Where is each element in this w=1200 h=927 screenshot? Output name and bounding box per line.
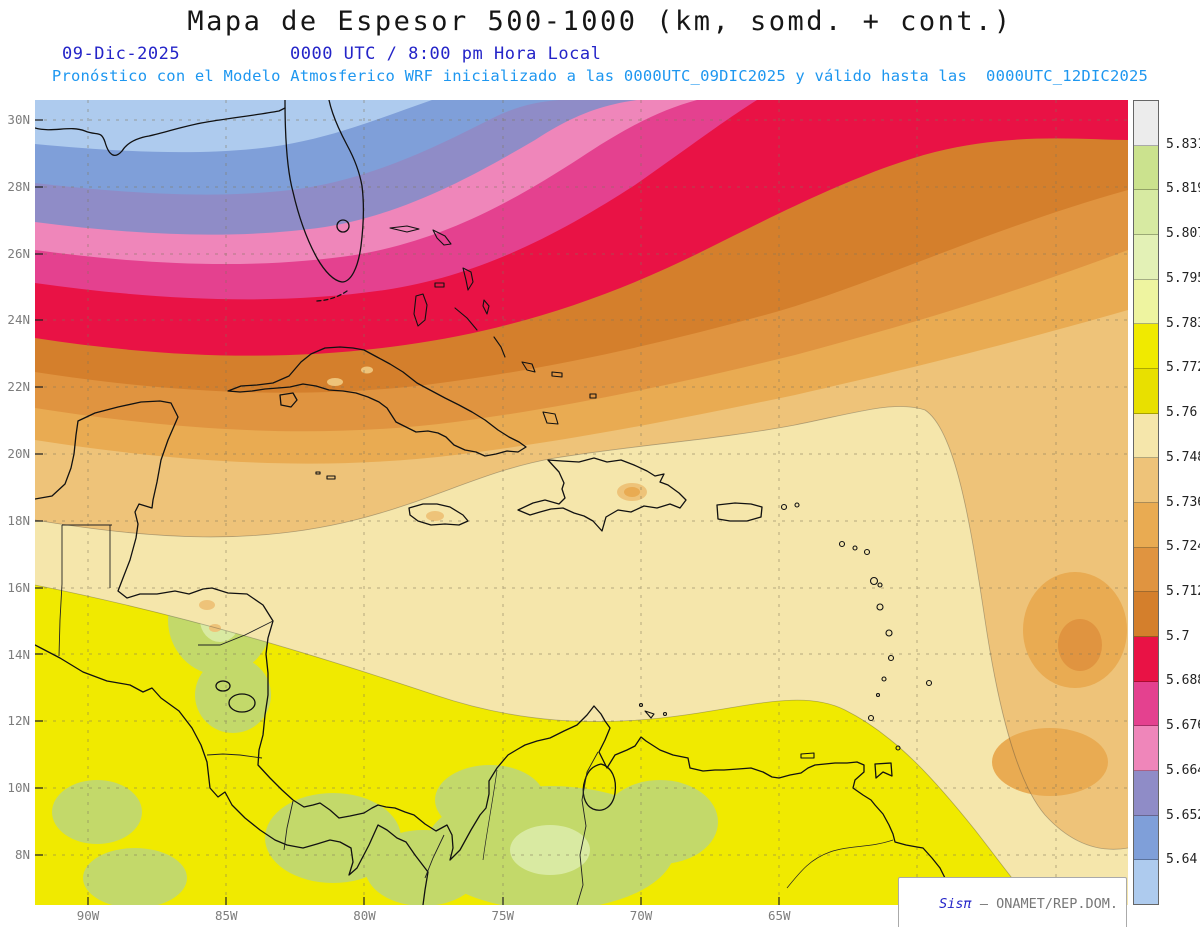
lat-label: 10N: [7, 780, 30, 796]
colorbar-segment: [1134, 815, 1158, 861]
colorbar-value: 5.772: [1166, 360, 1200, 376]
lat-label: 26N: [7, 245, 30, 261]
contour-lines: [35, 406, 1128, 905]
colorbar-segment: [1134, 547, 1158, 593]
colorbar-value: 5.664: [1166, 762, 1200, 778]
colorbar-value: 5.807: [1166, 226, 1200, 242]
lat-label: 28N: [7, 178, 30, 194]
colorbar-segment: [1134, 235, 1158, 280]
colorbar-value: 5.831: [1166, 136, 1200, 152]
cuba-coast: [227, 346, 527, 457]
orinoco-river: [786, 839, 894, 889]
colorbar-segment: [1134, 726, 1158, 772]
contour-bands: [35, 100, 1128, 905]
lon-label: 65W: [767, 908, 791, 923]
colorbar-segment: [1134, 637, 1158, 682]
lat-label: 30N: [7, 112, 30, 127]
axis-ticks: [35, 119, 1057, 905]
lat-label: 8N: [14, 847, 30, 863]
lake-nicaragua: [228, 693, 256, 713]
colorbar-value: 5.724: [1166, 539, 1200, 555]
colorbar-segment: [1134, 145, 1158, 191]
lat-label: 18N: [7, 512, 30, 528]
panama-colombia-border: [424, 834, 445, 879]
colorbar-value: 5.712: [1166, 583, 1200, 599]
colorbar-value: 5.76: [1166, 405, 1198, 421]
colorbar-value: 5.64: [1166, 852, 1198, 868]
hispaniola-coast: [517, 457, 687, 532]
lat-label: 24N: [7, 312, 30, 328]
costarica-panama-border: [283, 800, 294, 851]
green-high-thickness-patches: [52, 565, 718, 905]
colorbar-value: 5.7: [1166, 628, 1190, 644]
weather-map-canvas: [35, 100, 1128, 905]
lake-managua: [215, 680, 231, 692]
honduras-nicaragua-border: [198, 620, 274, 646]
colorbar-segment: [1134, 324, 1158, 370]
pacific-coast: [35, 644, 429, 905]
forecast-date: 09-Dic-2025: [62, 44, 181, 64]
lon-label: 70W: [629, 908, 653, 923]
puerto-rico-coast: [716, 502, 763, 522]
cayman-islands: [315, 471, 336, 480]
borders-layer: [58, 524, 894, 905]
lon-label: 80W: [353, 908, 376, 923]
trinidad-coast: [874, 762, 893, 779]
jamaica-coast: [408, 503, 469, 526]
colorbar-segment: [1134, 190, 1158, 236]
colorbar-value: 5.652: [1166, 807, 1200, 823]
lake-maracaibo: [582, 763, 617, 811]
colorbar-segment: [1134, 279, 1158, 325]
lake-okeechobee: [336, 219, 350, 233]
thickness-colorbar: [1133, 100, 1159, 905]
colorbar-segment: [1134, 592, 1158, 638]
local-warm-spots: [199, 366, 1127, 796]
branding-watermark: Sisπ – ONAMET/REP.DOM.: [897, 877, 1127, 927]
colorbar-value: 5.748: [1166, 449, 1200, 465]
colorbar-value: 5.736: [1166, 494, 1200, 510]
lat-label: 22N: [7, 379, 30, 395]
sispi-logo: Sisπ: [939, 896, 972, 912]
colorbar-segment: [1134, 413, 1158, 459]
florida-coast: [284, 100, 365, 283]
colorbar-value: 5.783: [1166, 315, 1200, 331]
lon-label: 75W: [491, 908, 515, 923]
lat-label: 16N: [7, 579, 30, 595]
datetime-line: 09-Dic-2025 0000 UTC / 8:00 pm Hora Loca…: [0, 44, 1200, 64]
colorbar-value: 5.795: [1166, 270, 1200, 286]
lat-label: 20N: [7, 446, 30, 462]
lon-label: 90W: [76, 908, 100, 923]
bahamas-islands: [389, 225, 597, 425]
isla-juventud: [279, 392, 298, 408]
colorbar-segment: [1134, 369, 1158, 414]
colorbar-segment: [1134, 860, 1158, 905]
page-title: Mapa de Espesor 500-1000 (km, somd. + co…: [187, 6, 1013, 37]
org-credit: – ONAMET/REP.DOM.: [971, 896, 1118, 912]
guatemala-borders: [58, 524, 112, 657]
magdalena-river: [482, 769, 498, 861]
mainland-caribbean-coast: [35, 400, 960, 903]
colorbar-segment: [1134, 101, 1158, 146]
colorbar-segment: [1134, 771, 1158, 816]
colorbar-segment: [1134, 458, 1158, 504]
lesser-antilles-islands: [638, 502, 933, 759]
colorbar-value: 5.688: [1166, 673, 1200, 689]
lon-label: 85W: [214, 908, 238, 923]
colorbar-value: 5.819: [1166, 181, 1200, 197]
nicaragua-costarica-border: [206, 753, 263, 759]
lat-label: 14N: [7, 646, 30, 662]
colorbar-segment: [1134, 681, 1158, 727]
forecast-time: 0000 UTC / 8:00 pm Hora Local: [290, 44, 602, 64]
colorbar-segment: [1134, 503, 1158, 548]
colorbar-value: 5.676: [1166, 718, 1200, 734]
model-info-line: Pronóstico con el Modelo Atmosferico WRF…: [51, 67, 1149, 85]
colombia-venezuela-border: [576, 751, 599, 905]
lat-label: 12N: [7, 713, 30, 729]
gulf-coast-usa: [35, 107, 286, 156]
florida-keys: [314, 290, 348, 302]
coastlines-layer: [35, 100, 960, 905]
